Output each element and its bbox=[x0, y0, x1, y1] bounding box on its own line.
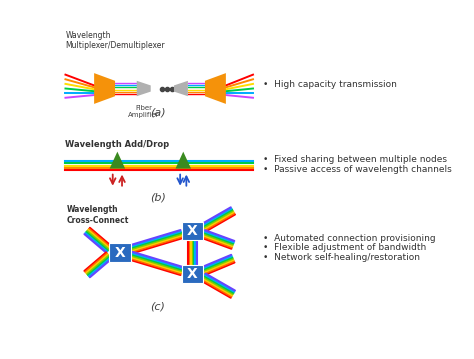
Text: •  Passive access of wavelength channels: • Passive access of wavelength channels bbox=[263, 165, 452, 174]
Polygon shape bbox=[94, 73, 115, 104]
Text: •  Network self-healing/restoration: • Network self-healing/restoration bbox=[263, 253, 420, 262]
Polygon shape bbox=[174, 81, 188, 96]
Text: Wavelength
Cross-Connect: Wavelength Cross-Connect bbox=[67, 205, 129, 225]
Text: •  High capacity transmission: • High capacity transmission bbox=[263, 80, 397, 89]
Text: Wavelength
Multiplexer/Demultiplexer: Wavelength Multiplexer/Demultiplexer bbox=[65, 31, 165, 50]
FancyBboxPatch shape bbox=[109, 243, 130, 262]
FancyBboxPatch shape bbox=[182, 265, 203, 283]
Text: (b): (b) bbox=[150, 192, 165, 202]
Polygon shape bbox=[137, 81, 151, 96]
Text: X: X bbox=[187, 267, 198, 281]
Text: Wavelength Add/Drop: Wavelength Add/Drop bbox=[65, 140, 170, 149]
Polygon shape bbox=[175, 151, 191, 169]
Text: (a): (a) bbox=[150, 108, 165, 118]
Polygon shape bbox=[109, 151, 125, 169]
Text: •  Fixed sharing between multiple nodes: • Fixed sharing between multiple nodes bbox=[263, 155, 447, 164]
Text: X: X bbox=[187, 224, 198, 238]
FancyBboxPatch shape bbox=[182, 222, 203, 240]
Text: •  Automated connection provisioning: • Automated connection provisioning bbox=[263, 234, 436, 243]
Text: Fiber
Amplifier: Fiber Amplifier bbox=[128, 106, 159, 118]
Polygon shape bbox=[205, 73, 226, 104]
Text: •  Flexible adjustment of bandwidth: • Flexible adjustment of bandwidth bbox=[263, 243, 426, 252]
Text: X: X bbox=[114, 246, 125, 260]
Text: (c): (c) bbox=[150, 302, 165, 312]
